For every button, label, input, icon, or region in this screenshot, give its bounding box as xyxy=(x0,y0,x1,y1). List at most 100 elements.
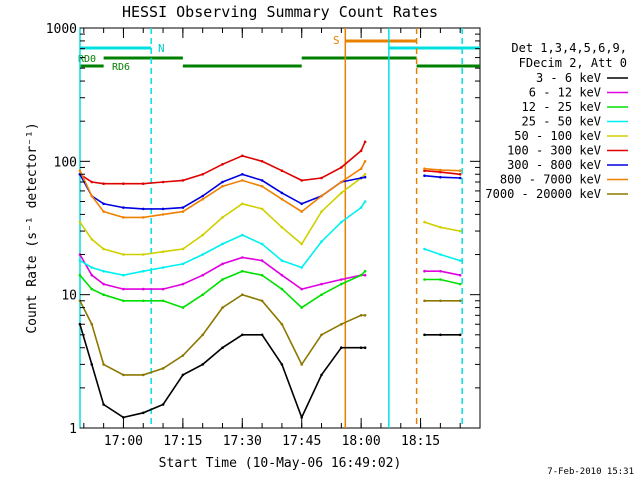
series-point-2 xyxy=(320,282,323,286)
legend-label-7: 300 - 800 keV xyxy=(507,158,601,172)
night-flag-label: N xyxy=(158,42,165,55)
series-point-1 xyxy=(300,416,304,419)
series-point-4 xyxy=(363,200,367,203)
series-point-6 xyxy=(320,176,323,180)
series-point-5 xyxy=(363,173,367,176)
series-point-7 xyxy=(300,202,304,206)
series-point-2 xyxy=(363,273,367,277)
series-point-3 xyxy=(363,269,367,273)
y-tick-label: 10 xyxy=(61,289,77,304)
series-point-7 xyxy=(102,202,105,206)
series-point-5 xyxy=(260,207,264,211)
series-point-4 xyxy=(161,266,165,269)
series-point-6 xyxy=(221,163,224,166)
series-point-3 xyxy=(280,287,284,291)
series-point-2 xyxy=(280,273,284,277)
series-point-4 xyxy=(280,259,284,262)
series-point-3 xyxy=(300,306,304,309)
series-point-1 xyxy=(423,333,426,337)
series-lines xyxy=(78,140,462,420)
series-point-3 xyxy=(340,282,343,286)
legend-label-8: 800 - 7000 keV xyxy=(500,173,601,187)
series-point-8 xyxy=(78,169,82,172)
series-point-4 xyxy=(201,253,204,256)
series-line-3 xyxy=(424,278,461,285)
series-point-1 xyxy=(201,363,204,366)
series-point-7 xyxy=(439,175,442,179)
series-point-1 xyxy=(320,373,323,377)
series-point-7 xyxy=(423,174,426,177)
series-point-8 xyxy=(320,194,323,198)
axes: 1 10 100 1000 17:00 17:15 17:30 17:45 18:00 18:15 xyxy=(46,22,481,449)
series-point-4 xyxy=(260,242,264,246)
series-point-5 xyxy=(181,247,185,251)
series-point-6 xyxy=(363,140,367,144)
series-point-8 xyxy=(439,168,442,172)
series-point-2 xyxy=(423,269,426,273)
series-point-7 xyxy=(458,176,462,180)
series-point-9 xyxy=(260,299,264,303)
date-stamp: 7-Feb-2010 15:31 xyxy=(547,467,634,477)
series-line-2 xyxy=(424,270,461,276)
series-point-5 xyxy=(201,233,204,237)
series-point-7 xyxy=(260,179,264,182)
series-point-6 xyxy=(90,180,94,184)
series-point-6 xyxy=(260,160,264,163)
series-point-2 xyxy=(78,253,82,256)
legend-label-4: 25 - 50 keV xyxy=(522,115,601,129)
series-point-9 xyxy=(161,367,165,370)
series-line-1 xyxy=(79,323,366,420)
series-point-3 xyxy=(201,293,204,297)
x-tick-label: 18:00 xyxy=(342,434,381,449)
plot-frame xyxy=(79,27,481,429)
series-point-2 xyxy=(161,287,165,291)
legend-header-line-2: FDecim 2, Att 0 xyxy=(519,56,627,70)
series-point-2 xyxy=(142,287,145,291)
series-point-4 xyxy=(221,242,224,246)
series-point-4 xyxy=(181,262,185,266)
series-point-4 xyxy=(359,206,363,209)
legend: Det 1,3,4,5,6,9, FDecim 2, Att 0 3 - 6 k… xyxy=(485,41,628,201)
series-point-1 xyxy=(340,346,343,350)
x-tick-label: 17:15 xyxy=(163,434,202,449)
series-point-1 xyxy=(161,403,165,406)
series-point-9 xyxy=(458,299,462,303)
series-point-6 xyxy=(423,169,426,172)
series-point-9 xyxy=(359,314,363,317)
series-line-7 xyxy=(79,173,366,210)
series-point-4 xyxy=(320,240,323,243)
series-point-4 xyxy=(340,220,343,224)
series-point-3 xyxy=(78,273,82,277)
series-point-8 xyxy=(90,194,94,198)
series-point-2 xyxy=(201,273,204,277)
series-line-4 xyxy=(424,248,461,262)
series-point-5 xyxy=(78,220,82,224)
series-point-3 xyxy=(458,282,462,286)
series-point-8 xyxy=(181,210,185,213)
series-point-8 xyxy=(241,179,244,182)
series-point-4 xyxy=(300,266,304,269)
series-point-3 xyxy=(102,293,105,297)
series-point-9 xyxy=(201,333,204,337)
series-point-8 xyxy=(280,197,284,201)
series-point-9 xyxy=(423,299,426,303)
series-point-7 xyxy=(359,176,363,180)
flag-vertical-lines xyxy=(79,28,463,428)
series-point-2 xyxy=(260,259,264,262)
series-point-8 xyxy=(142,216,145,219)
series-point-1 xyxy=(142,411,145,415)
chart-title: HESSI Observing Summary Count Rates xyxy=(122,3,438,21)
series-point-2 xyxy=(300,287,304,291)
series-point-3 xyxy=(241,269,244,273)
series-point-2 xyxy=(221,262,224,266)
x-tick-label: 17:45 xyxy=(282,434,321,449)
y-tick-label: 100 xyxy=(54,155,77,170)
series-point-8 xyxy=(340,180,343,184)
series-point-9 xyxy=(221,306,224,309)
series-point-1 xyxy=(241,333,244,337)
series-line-8 xyxy=(79,160,366,219)
series-point-8 xyxy=(260,185,264,188)
series-point-7 xyxy=(221,180,224,184)
series-point-4 xyxy=(241,233,244,237)
legend-header-line-1: Det 1,3,4,5,6,9, xyxy=(511,41,627,55)
